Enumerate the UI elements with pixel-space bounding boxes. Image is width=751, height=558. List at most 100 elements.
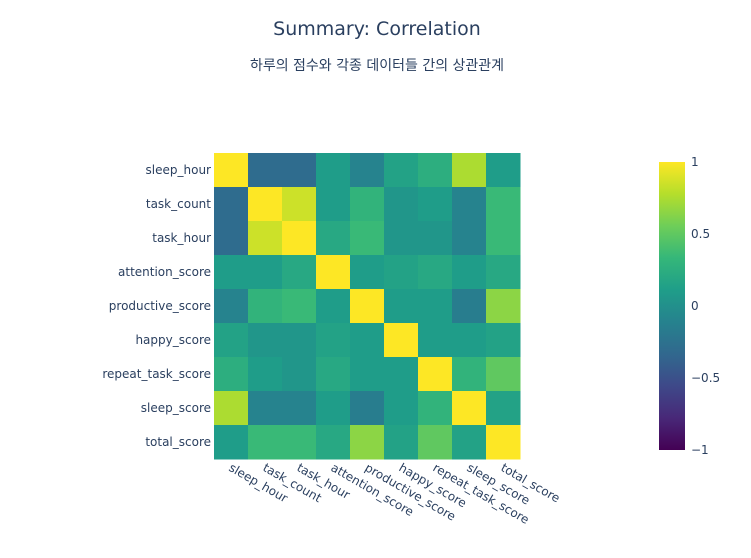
y-tick-label: happy_score	[135, 333, 211, 347]
heatmap-cell	[316, 221, 351, 256]
heatmap-cell	[384, 187, 419, 222]
chart-subtitle: 하루의 점수와 각종 데이터들 간의 상관관계	[250, 58, 504, 74]
heatmap-cell	[316, 323, 351, 358]
heatmap-cell	[248, 187, 283, 222]
heatmap-cell	[350, 323, 385, 358]
heatmap-cell	[384, 289, 419, 324]
heatmap-cell	[350, 221, 385, 256]
heatmap-cell	[452, 425, 487, 460]
heatmap-cell	[452, 255, 487, 290]
colorbar-tick-label: 1	[691, 155, 699, 169]
y-tick-label: productive_score	[109, 299, 211, 313]
heatmap-cell	[418, 357, 453, 392]
heatmap-cell	[214, 289, 249, 324]
heatmap-cell	[350, 357, 385, 392]
heatmap-cell	[316, 425, 351, 460]
y-tick-label: task_count	[146, 197, 211, 211]
heatmap-cell	[384, 153, 419, 188]
heatmap-cell	[418, 153, 453, 188]
heatmap-cell	[350, 153, 385, 188]
heatmap-cell	[384, 425, 419, 460]
x-axis-tick-labels: sleep_hourtask_counttask_hourattention_s…	[227, 460, 563, 526]
heatmap-cell	[282, 357, 317, 392]
heatmap-cell	[214, 391, 249, 426]
heatmap-cell	[316, 357, 351, 392]
heatmap-cell	[214, 221, 249, 256]
y-tick-label: sleep_score	[141, 401, 211, 415]
colorbar-tick-label: −1	[691, 443, 709, 457]
y-axis-tick-labels: sleep_hour task_count task_hour attention_s…	[102, 163, 211, 449]
y-tick-label: task_hour	[152, 231, 211, 245]
heatmap-cell	[316, 255, 351, 290]
heatmap-cell	[486, 153, 521, 188]
heatmap-cell	[214, 323, 249, 358]
y-tick-label: repeat_task_score	[102, 367, 211, 381]
heatmap-cell	[452, 153, 487, 188]
heatmap-cell	[282, 391, 317, 426]
colorbar-tick-label: −0.5	[691, 371, 720, 385]
y-tick-label: total_score	[145, 435, 211, 449]
chart-title: Summary: Correlation	[273, 18, 481, 40]
heatmap-cell	[418, 391, 453, 426]
heatmap-cell	[350, 425, 385, 460]
heatmap-cell	[316, 187, 351, 222]
heatmap-cell	[282, 221, 317, 256]
heatmap-cell	[248, 323, 283, 358]
heatmap-cell	[418, 221, 453, 256]
heatmap-cell	[452, 357, 487, 392]
heatmap-cell	[486, 255, 521, 290]
heatmap-cell	[282, 425, 317, 460]
heatmap-cell	[214, 187, 249, 222]
heatmap-cell	[282, 323, 317, 358]
heatmap-cell	[384, 323, 419, 358]
heatmap-cell	[486, 357, 521, 392]
heatmap-cell	[248, 221, 283, 256]
colorbar-tick-label: 0.5	[691, 227, 710, 241]
heatmap-cell	[384, 255, 419, 290]
heatmap-cell	[248, 425, 283, 460]
colorbar	[659, 162, 685, 450]
heatmap-cells	[214, 153, 521, 460]
heatmap-cell	[214, 357, 249, 392]
heatmap-cell	[418, 323, 453, 358]
heatmap-cell	[384, 221, 419, 256]
heatmap-cell	[452, 187, 487, 222]
heatmap-cell	[350, 187, 385, 222]
heatmap-cell	[452, 289, 487, 324]
heatmap-cell	[418, 255, 453, 290]
heatmap-cell	[452, 323, 487, 358]
heatmap-cell	[248, 289, 283, 324]
heatmap-cell	[214, 255, 249, 290]
heatmap-cell	[248, 255, 283, 290]
heatmap-cell	[384, 357, 419, 392]
heatmap-cell	[350, 255, 385, 290]
heatmap-cell	[486, 323, 521, 358]
heatmap-cell	[452, 391, 487, 426]
heatmap-cell	[248, 391, 283, 426]
heatmap-cell	[350, 289, 385, 324]
heatmap-cell	[282, 153, 317, 188]
heatmap-cell	[452, 221, 487, 256]
heatmap-cell	[282, 289, 317, 324]
heatmap-cell	[316, 391, 351, 426]
heatmap-cell	[214, 425, 249, 460]
y-tick-label: attention_score	[118, 265, 211, 279]
heatmap-cell	[316, 289, 351, 324]
colorbar-tick-labels: 1 0.5 0 −0.5 −1	[691, 155, 720, 457]
heatmap-cell	[486, 187, 521, 222]
heatmap-cell	[214, 153, 249, 188]
heatmap-cell	[350, 391, 385, 426]
y-tick-label: sleep_hour	[146, 163, 212, 177]
heatmap-cell	[384, 391, 419, 426]
heatmap-cell	[486, 289, 521, 324]
heatmap-cell	[282, 187, 317, 222]
heatmap-cell	[418, 187, 453, 222]
heatmap-cell	[418, 425, 453, 460]
colorbar-tick-label: 0	[691, 299, 699, 313]
heatmap-cell	[248, 153, 283, 188]
heatmap-cell	[316, 153, 351, 188]
heatmap-cell	[486, 221, 521, 256]
heatmap-cell	[486, 425, 521, 460]
heatmap-cell	[418, 289, 453, 324]
